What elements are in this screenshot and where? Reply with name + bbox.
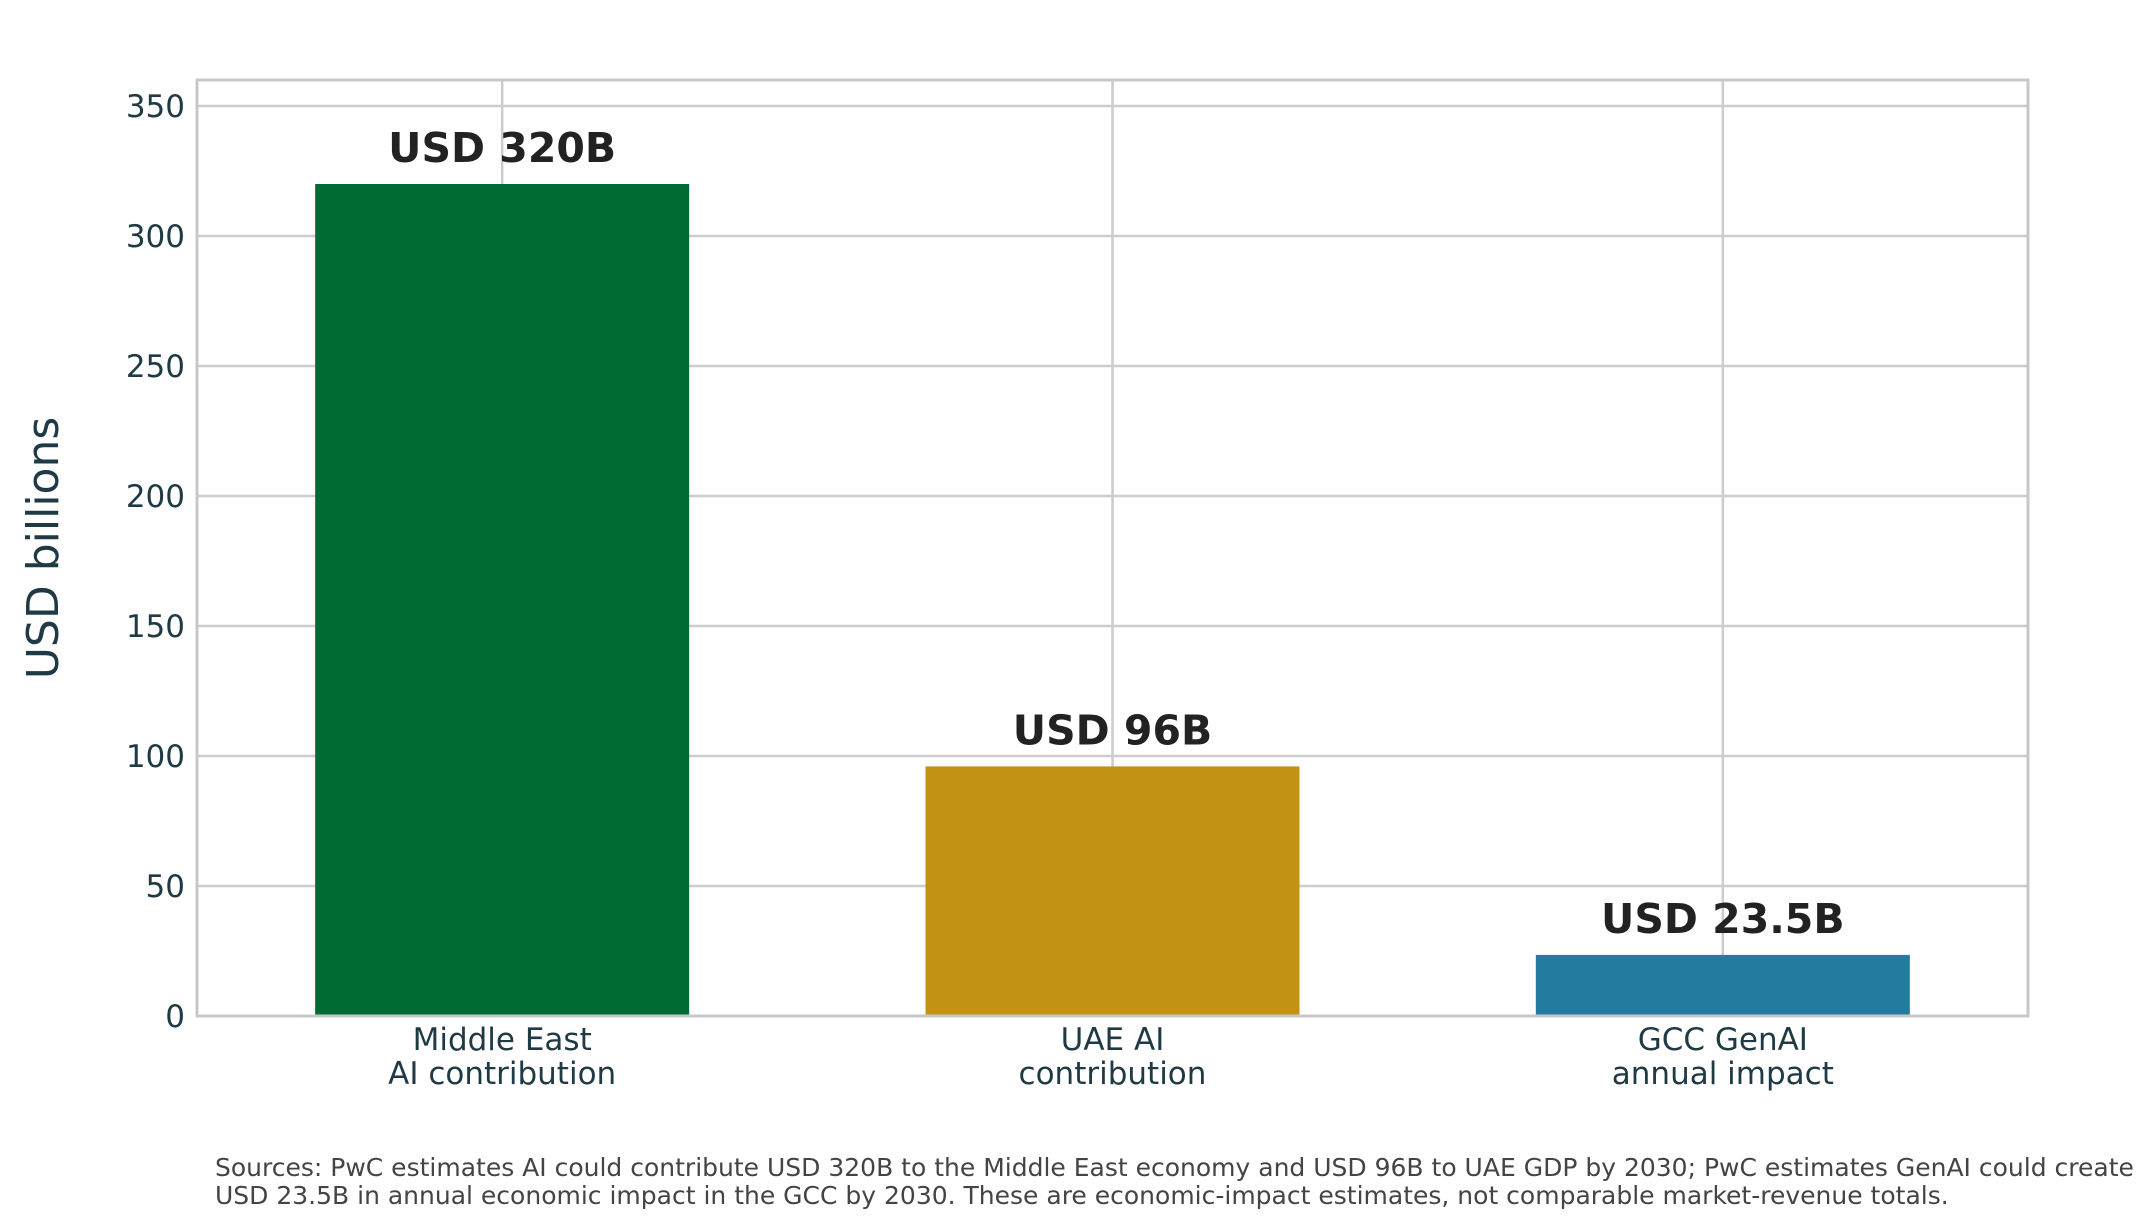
bar-value-label: USD 96B: [1013, 706, 1212, 754]
y-tick-label: 100: [126, 739, 185, 775]
bar: [315, 184, 690, 1016]
y-tick-label: 300: [126, 219, 185, 255]
bar-chart: 0 50 100 150 200 250 300 350 USD 320B Middle East…: [18, 78, 2030, 1092]
source-note-line-1: Sources: PwC estimates AI could contribu…: [215, 1153, 2134, 1182]
bars: [315, 184, 1910, 1016]
x-tick-label: annual impact: [1612, 1056, 1834, 1092]
y-tick-label: 0: [165, 999, 185, 1035]
labels: 0 50 100 150 200 250 300 350 USD 320B Middle East…: [126, 89, 1845, 1092]
y-axis-label: USD billions: [18, 417, 69, 680]
source-note-line-2: USD 23.5B in annual economic impact in t…: [215, 1181, 1949, 1210]
x-tick-label: GCC GenAI: [1638, 1022, 1808, 1058]
y-tick-label: 350: [126, 89, 185, 125]
x-tick-label: contribution: [1019, 1056, 1207, 1092]
bar-value-label: USD 320B: [388, 124, 616, 172]
y-tick-label: 250: [126, 349, 185, 385]
plot-frame: [195, 78, 2030, 1018]
x-tick-label: AI contribution: [388, 1056, 616, 1092]
y-tick-label: 150: [126, 609, 185, 645]
bar-value-label: USD 23.5B: [1601, 895, 1845, 943]
x-tick-label: UAE AI: [1061, 1022, 1165, 1058]
bar: [925, 766, 1300, 1016]
bar: [1535, 954, 1910, 1016]
source-note: Sources: PwC estimates AI could contribu…: [215, 1154, 2145, 1210]
x-tick-label: Middle East: [413, 1022, 592, 1058]
y-tick-label: 50: [146, 869, 185, 905]
y-tick-label: 200: [126, 479, 185, 515]
